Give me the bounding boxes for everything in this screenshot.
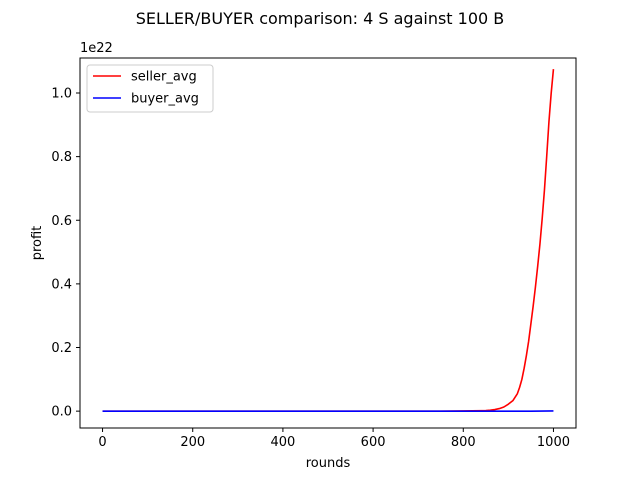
x-tick-label: 0 [98, 435, 106, 450]
x-tick-label: 200 [180, 435, 205, 450]
y-axis-offset-label: 1e22 [80, 41, 113, 56]
axes-frame [79, 57, 577, 429]
legend-label: seller_avg [131, 70, 197, 85]
y-tick-label: 1.0 [51, 86, 72, 101]
y-axis-ticks: 0.0 0.2 0.4 0.6 0.8 1.0 [51, 86, 80, 420]
legend-label: buyer_avg [131, 92, 199, 107]
x-axis-ticks: 0 200 400 600 800 1000 [98, 428, 570, 450]
y-tick-label: 0.8 [51, 150, 72, 165]
y-tick-label: 0.6 [51, 214, 72, 229]
x-axis-label: rounds [306, 456, 351, 471]
legend: seller_avg buyer_avg [86, 64, 214, 113]
x-tick-label: 400 [270, 435, 295, 450]
legend-items: seller_avg buyer_avg [93, 70, 199, 107]
x-tick-label: 800 [451, 435, 476, 450]
x-tick-label: 600 [361, 435, 386, 450]
y-tick-label: 0.4 [51, 277, 72, 292]
chart-title: SELLER/BUYER comparison: 4 S against 100… [136, 9, 505, 28]
series-layer [102, 69, 555, 412]
y-tick-label: 0.0 [51, 405, 72, 420]
y-axis-label: profit [30, 226, 45, 261]
x-tick-label: 1000 [537, 435, 570, 450]
series-line-seller-avg [102, 69, 555, 412]
y-tick-label: 0.2 [51, 341, 72, 356]
